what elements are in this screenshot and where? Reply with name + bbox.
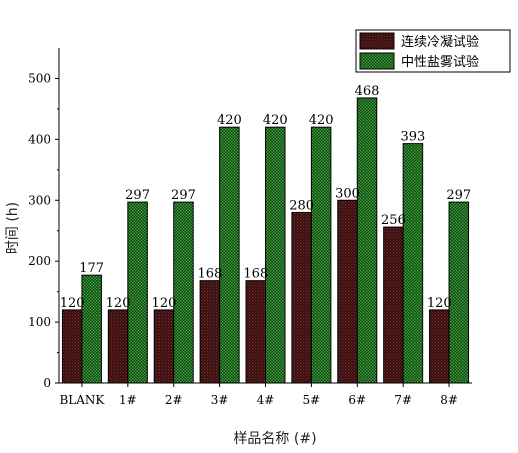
bar-salt-spray-8 — [448, 201, 470, 384]
legend-swatch — [359, 32, 395, 50]
data-label: 297 — [171, 188, 196, 203]
x-tick-label: 7# — [394, 393, 412, 407]
legend-label: 中性盐雾试验 — [401, 54, 479, 70]
x-tick-label: 8# — [440, 393, 458, 407]
x-tick-label: 2# — [165, 393, 183, 407]
bar-salt-spray-0 — [81, 274, 102, 384]
bars — [61, 97, 470, 384]
data-label: 297 — [125, 188, 150, 203]
bar-condensation-7 — [383, 226, 404, 384]
bar-salt-spray-5 — [310, 126, 332, 384]
x-tick-label: 1# — [119, 393, 137, 407]
data-label: 393 — [401, 130, 426, 145]
y-tick-label: 500 — [28, 71, 51, 85]
bar-condensation-4 — [245, 280, 266, 384]
x-axis-title: 样品名称 (#) — [233, 431, 316, 447]
data-label: 168 — [197, 267, 222, 282]
data-label: 420 — [309, 113, 334, 128]
bar-salt-spray-1 — [127, 201, 148, 384]
data-label: 280 — [289, 198, 314, 213]
bar-salt-spray-7 — [402, 143, 424, 384]
bar-condensation-2 — [153, 309, 175, 384]
bar-condensation-5 — [291, 211, 312, 384]
y-tick-label: 0 — [43, 376, 51, 390]
bar-condensation-1 — [107, 309, 129, 384]
y-tick-label: 200 — [28, 254, 51, 268]
data-label: 300 — [335, 186, 360, 201]
data-label: 120 — [152, 296, 177, 311]
data-label: 420 — [263, 113, 288, 128]
x-tick-label: 4# — [257, 393, 275, 407]
x-tick-label: 3# — [211, 393, 229, 407]
bar-condensation-3 — [199, 280, 221, 384]
data-label: 120 — [427, 296, 452, 311]
x-tick-label: 5# — [303, 393, 321, 407]
data-label: 120 — [60, 296, 85, 311]
data-label: 120 — [106, 296, 131, 311]
legend-label: 连续冷凝试验 — [401, 34, 479, 50]
y-axis-title: 时间 (h) — [5, 202, 21, 254]
axes: 0 100 200 300 400 500 BLANK 1# 2# 3# 4# 5# 6# 7# 8# — [28, 48, 472, 407]
bar-salt-spray-2 — [173, 201, 194, 384]
data-label: 256 — [381, 213, 406, 228]
bar-condensation-6 — [337, 199, 358, 384]
bar-salt-spray-3 — [219, 126, 240, 384]
y-tick-label: 400 — [28, 132, 51, 146]
bar-salt-spray-4 — [265, 126, 286, 384]
data-labels: 120 177 120 297 120 297 168 420 168 420 280 420 300 4… — [60, 84, 471, 311]
bar-salt-spray-6 — [356, 97, 378, 384]
bar-condensation-8 — [429, 309, 450, 384]
data-label: 168 — [243, 267, 268, 282]
data-label: 468 — [355, 84, 380, 99]
x-tick-label: 6# — [348, 393, 366, 407]
y-tick-label: 300 — [28, 193, 51, 207]
data-label: 177 — [79, 261, 104, 276]
legend-swatch — [359, 52, 395, 70]
data-label: 420 — [217, 113, 242, 128]
y-tick-label: 100 — [28, 315, 51, 329]
data-label: 297 — [446, 188, 471, 203]
x-tick-label: BLANK — [59, 393, 105, 407]
bar-condensation-0 — [61, 309, 83, 384]
